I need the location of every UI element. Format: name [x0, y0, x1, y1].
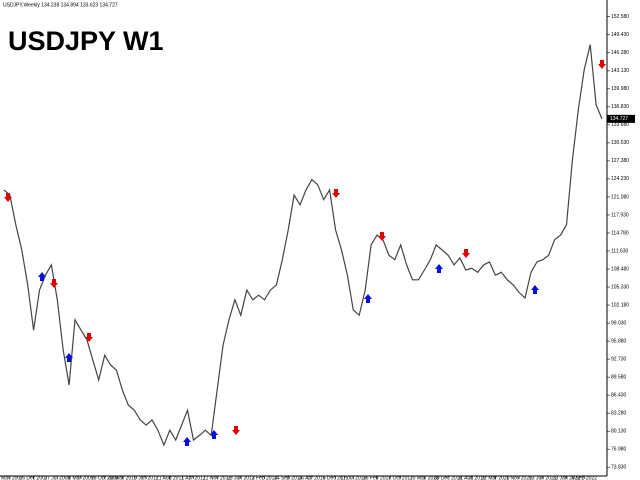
price-line — [3, 44, 603, 447]
x-tick-label: 26 Apr 2015 — [298, 475, 325, 480]
x-tick-label: 4 May 2007 — [0, 475, 23, 480]
x-tick-label: 13 Jun 2021 — [529, 475, 557, 480]
sell-arrow — [232, 426, 240, 435]
x-tick-label: 30 May 2010 — [108, 475, 137, 480]
last-price-label: 134.727 — [610, 116, 628, 122]
y-tick-label: 89.580 — [611, 374, 627, 380]
signal-arrows — [4, 60, 606, 446]
x-tick-label: 16 Dec 2007 — [19, 475, 48, 480]
y-tick-label: 146.280 — [611, 50, 629, 56]
y-tick-label: 130.530 — [611, 140, 629, 146]
x-tick-label: 23 Jun 2013 — [227, 475, 255, 480]
y-tick-label: 124.230 — [611, 176, 629, 182]
y-tick-label: 92.730 — [611, 356, 627, 362]
last-price-box — [607, 114, 635, 123]
y-tick-label: 108.480 — [611, 266, 629, 272]
sell-arrow — [332, 189, 340, 198]
x-tick-label: 14 Sep 2014 — [274, 475, 303, 480]
y-tick-label: 152.580 — [611, 14, 629, 20]
y-tick-label: 76.980 — [611, 447, 627, 453]
y-tick-label: 105.330 — [611, 284, 629, 290]
x-tick-label: 1 Apr 2012 — [181, 475, 205, 480]
buy-arrow — [183, 437, 191, 446]
sell-arrows — [4, 60, 606, 435]
x-tick-label: 17 Jul 2016 — [340, 475, 366, 480]
sell-arrow — [4, 193, 12, 202]
info-line: USDJPY,Weekly 134.238 134.894 133.623 13… — [3, 2, 118, 8]
x-tick-label: 8 Mar 2009 — [68, 475, 94, 480]
y-tick-label: 149.430 — [611, 32, 629, 38]
buy-arrow — [38, 272, 46, 281]
y-tick-label: 139.980 — [611, 86, 629, 92]
buy-arrow — [531, 285, 539, 294]
x-tick-label: 21 Aug 2011 — [156, 475, 184, 480]
x-tick-label: 27 Jul 2008 — [44, 475, 70, 480]
buy-arrows — [38, 264, 539, 446]
sell-arrow — [598, 60, 606, 69]
x-tick-label: 11 Aug 2019 — [458, 475, 486, 480]
y-tick-label: 99.030 — [611, 320, 627, 326]
x-tick-label: 4 Sep 2022 — [571, 475, 597, 480]
x-tick-label: 2 Feb 2014 — [252, 475, 278, 480]
x-tick-label: 26 Feb 2017 — [363, 475, 391, 480]
x-tick-label: 20 May 2018 — [410, 475, 439, 480]
y-tick-label: 102.180 — [611, 302, 629, 308]
y-tick-label: 117.930 — [611, 212, 629, 218]
x-tick-label: 23 Jan 2022 — [553, 475, 581, 480]
buy-arrow — [435, 264, 443, 273]
x-tick-label: 9 Jan 2011 — [134, 475, 159, 480]
y-tick-label: 114.780 — [611, 230, 629, 236]
x-tick-label: 11 Nov 2012 — [203, 475, 231, 480]
sell-arrow — [50, 279, 58, 288]
buy-arrow — [364, 294, 372, 303]
x-tick-label: 30 Dec 2018 — [434, 475, 463, 480]
buy-arrow — [210, 430, 218, 439]
sell-arrow — [378, 232, 386, 241]
sell-arrow — [85, 333, 93, 342]
x-tick-label: 1 Nov 2020 — [506, 475, 532, 480]
y-tick-label: 121.080 — [611, 194, 629, 200]
chart-title: USDJPY W1 — [8, 26, 164, 56]
y-tick-label: 143.130 — [611, 68, 629, 74]
x-tick-label: 22 Mar 2020 — [481, 475, 509, 480]
y-tick-label: 133.680 — [611, 122, 629, 128]
y-tick-label: 73.830 — [611, 465, 627, 471]
buy-arrow — [65, 353, 73, 362]
y-tick-label: 127.380 — [611, 158, 629, 164]
y-tick-label: 80.130 — [611, 429, 627, 435]
sell-arrow — [462, 249, 470, 258]
x-tick-label: 18 Oct 2009 — [91, 475, 118, 480]
y-tick-label: 86.430 — [611, 392, 627, 398]
x-tick-label: 6 Dec 2015 — [323, 475, 349, 480]
y-tick-label: 95.880 — [611, 338, 627, 344]
x-tick-label: 8 Oct 2017 — [388, 475, 413, 480]
y-tick-label: 136.830 — [611, 104, 629, 110]
y-tick-label: 111.630 — [611, 248, 629, 254]
y-tick-label: 83.280 — [611, 411, 627, 417]
